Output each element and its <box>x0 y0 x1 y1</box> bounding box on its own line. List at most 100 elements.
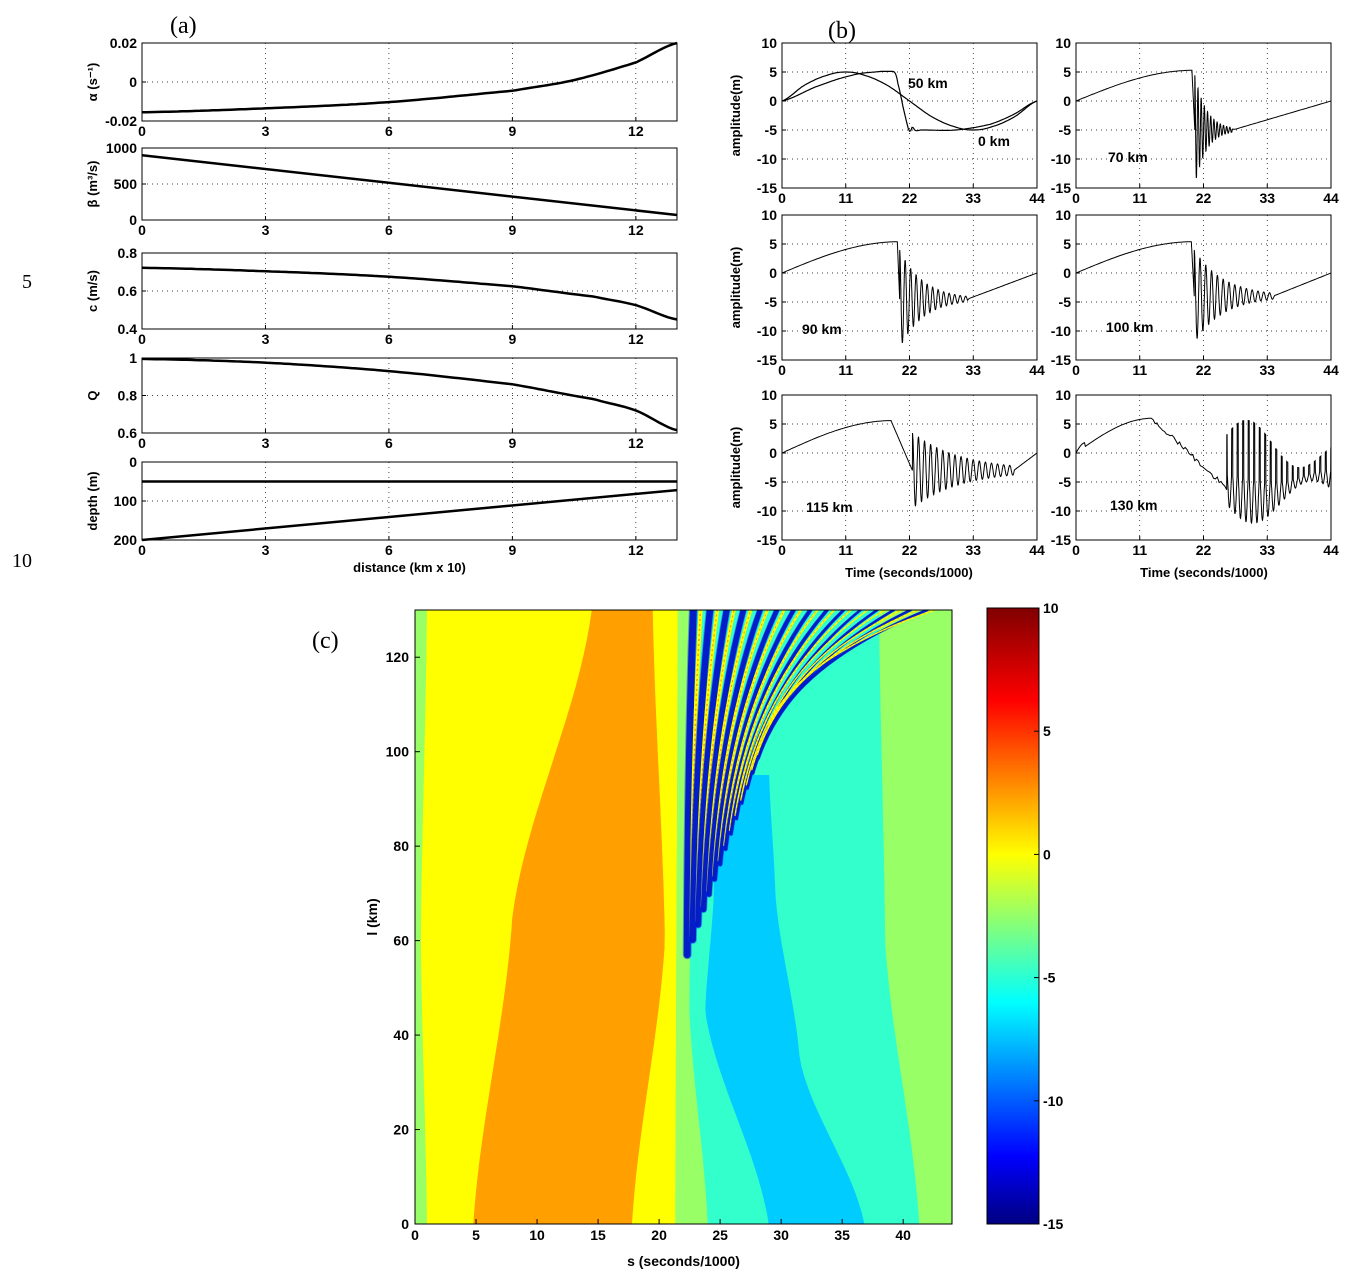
series-label: 130 km <box>1110 497 1157 513</box>
y-tick-label: -15 <box>757 180 777 196</box>
x-tick-label: 11 <box>1132 362 1147 378</box>
x-tick-label: 9 <box>508 331 516 347</box>
y-tick-label: 10 <box>1055 387 1071 403</box>
y-tick-label: 500 <box>114 176 138 192</box>
series-line-0 <box>142 155 677 215</box>
axes-b4: 0 11 22 33 441050-5-10-15 <box>1051 207 1339 378</box>
y-tick-label: 40 <box>393 1027 409 1043</box>
axes-a2: 0 3 6 9 12 1000 500 0 <box>106 140 677 238</box>
y-tick-label: 0 <box>1063 93 1071 109</box>
x-tick-label: 25 <box>712 1227 728 1243</box>
axes-a5: 0 3 6 9 12 0 100 200 <box>114 454 677 558</box>
x-tick-label: 10 <box>529 1227 545 1243</box>
x-tick-label: 12 <box>628 123 644 139</box>
axes-a1: 0 3 6 9 120.020-0.02 <box>105 35 677 139</box>
y-tick-label: 0 <box>769 93 777 109</box>
y-tick-label: 0.8 <box>118 388 138 404</box>
x-tick-label: 22 <box>902 362 918 378</box>
y-tick-label: -10 <box>757 151 777 167</box>
y-tick-label: 0 <box>129 74 137 90</box>
axes-a4: 0 3 6 9 1210.80.6 <box>118 350 677 451</box>
x-tick-label: 3 <box>262 222 270 238</box>
axes-b6: 0 11 22 33 441050-5-10-15 <box>1051 387 1339 558</box>
x-tick-label: 11 <box>1132 190 1147 206</box>
x-tick-label: 22 <box>1196 362 1212 378</box>
series-label: 90 km <box>802 321 842 337</box>
x-tick-label: 6 <box>385 331 393 347</box>
colorbar <box>987 608 1039 1224</box>
colorbar-tick-label: -15 <box>1043 1216 1063 1232</box>
y-tick-label: 0 <box>1063 265 1071 281</box>
y-tick-label: 0 <box>129 454 137 470</box>
y-tick-label: -15 <box>757 352 777 368</box>
series-line-1 <box>142 490 677 540</box>
y-axis-label: c (m/s) <box>85 270 100 312</box>
x-tick-label: 0 <box>138 331 146 347</box>
series-line-0 <box>142 43 677 112</box>
x-tick-label: 20 <box>651 1227 667 1243</box>
x-tick-label: 0 <box>1072 190 1080 206</box>
x-tick-label: 11 <box>838 190 853 206</box>
subplot-a1: 0 3 6 9 120.020-0.02α (s⁻¹) <box>85 35 677 139</box>
x-tick-label: 12 <box>628 331 644 347</box>
y-tick-label: 0.4 <box>118 321 138 337</box>
y-tick-label: 0.02 <box>110 35 137 51</box>
x-tick-label: 3 <box>262 435 270 451</box>
x-axis-label: distance (km x 10) <box>353 560 466 575</box>
x-tick-label: 22 <box>902 542 918 558</box>
y-tick-label: -15 <box>757 532 777 548</box>
y-axis-label: β (m³/s) <box>85 161 100 208</box>
x-tick-label: 9 <box>508 222 516 238</box>
x-tick-label: 0 <box>778 362 786 378</box>
y-tick-label: -15 <box>1051 532 1071 548</box>
x-tick-label: 9 <box>508 542 516 558</box>
x-tick-label: 30 <box>773 1227 789 1243</box>
x-tick-label: 9 <box>508 123 516 139</box>
y-tick-label: 0 <box>769 265 777 281</box>
y-tick-label: 1000 <box>106 140 137 156</box>
y-tick-label: 0.8 <box>118 245 138 261</box>
x-tick-label: 44 <box>1323 542 1339 558</box>
y-tick-label: 10 <box>761 207 777 223</box>
subplot-a3: 0 3 6 9 120.80.60.4c (m/s) <box>85 245 677 347</box>
y-tick-label: -10 <box>757 323 777 339</box>
x-tick-label: 33 <box>1259 362 1275 378</box>
subplot-b4: 0 11 22 33 441050-5-10-15100 km <box>1051 207 1339 378</box>
x-tick-label: 44 <box>1029 542 1045 558</box>
subplot-b2: 0 11 22 33 441050-5-10-1570 km <box>1051 35 1339 206</box>
y-tick-label: 0 <box>129 212 137 228</box>
panel-c: 0 5 10 15 20 25 30 35 40020406080100120s (second… <box>364 600 1063 1269</box>
y-tick-label: 5 <box>769 64 777 80</box>
subplot-a5: 0 3 6 9 120100200depth (m)distance (km x 10) <box>85 454 677 575</box>
y-tick-label: 10 <box>1055 35 1071 51</box>
x-tick-label: 0 <box>138 123 146 139</box>
series-label-50km: 50 km <box>908 75 948 91</box>
y-tick-label: -15 <box>1051 352 1071 368</box>
x-tick-label: 22 <box>1196 542 1212 558</box>
x-tick-label: 33 <box>1259 190 1275 206</box>
panel-label-c: (c) <box>312 628 339 654</box>
y-tick-label: 5 <box>769 236 777 252</box>
plot-frame <box>782 43 1037 188</box>
y-tick-label: -10 <box>1051 151 1071 167</box>
y-tick-label: 0.6 <box>118 425 138 441</box>
y-tick-label: -10 <box>757 503 777 519</box>
x-tick-label: 35 <box>834 1227 850 1243</box>
x-tick-label: 12 <box>628 222 644 238</box>
y-tick-label: 10 <box>761 35 777 51</box>
colorbar-tick-label: 5 <box>1043 723 1051 739</box>
y-tick-label: 10 <box>1055 207 1071 223</box>
y-tick-label: -5 <box>765 474 778 490</box>
y-tick-label: -5 <box>765 294 778 310</box>
x-tick-label: 33 <box>965 362 981 378</box>
x-tick-label: 6 <box>385 542 393 558</box>
colorbar-tick-label: -5 <box>1043 970 1056 986</box>
x-axis-label-right: Time (seconds/1000) <box>1140 565 1268 580</box>
subplot-b6: 0 11 22 33 441050-5-10-15130 km <box>1051 387 1339 558</box>
y-axis-label: amplitude(m) <box>728 247 743 329</box>
y-tick-label: 20 <box>393 1122 409 1138</box>
y-tick-label: 200 <box>114 532 138 548</box>
y-tick-label: 80 <box>393 838 409 854</box>
x-tick-label: 0 <box>138 222 146 238</box>
x-tick-label: 3 <box>262 123 270 139</box>
